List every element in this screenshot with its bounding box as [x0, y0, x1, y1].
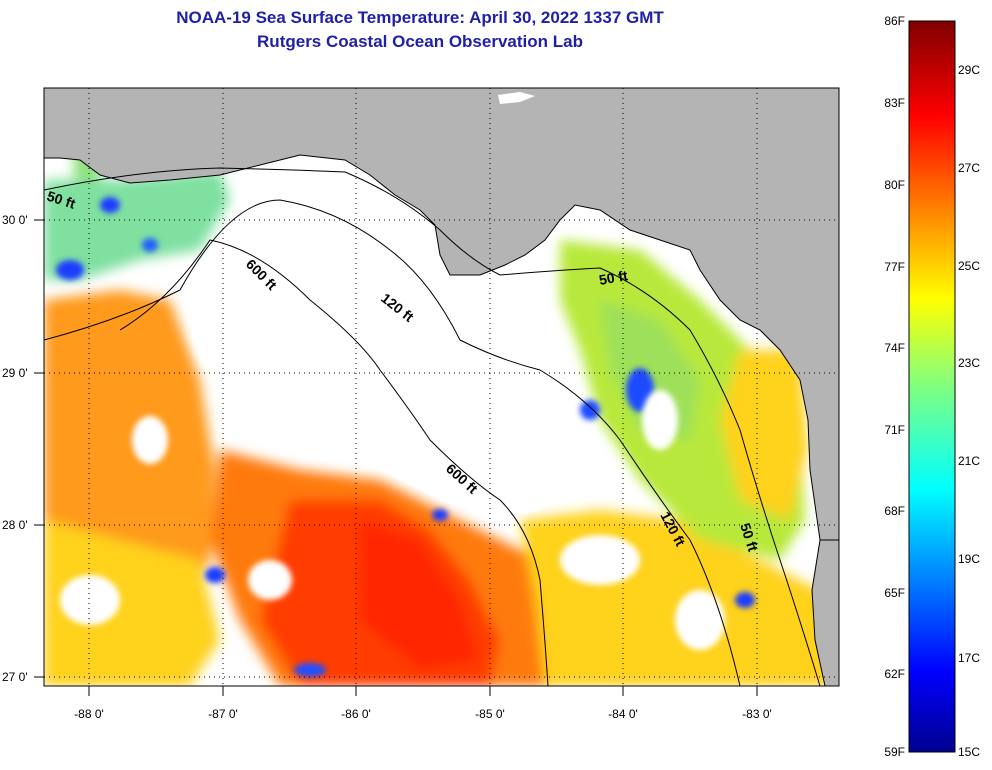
colorbar-c-label: 21C: [958, 454, 980, 468]
lat-tick-label: 27 0': [2, 670, 28, 684]
colorbar-f-label: 71F: [884, 423, 905, 437]
colorbar-c-label: 15C: [958, 745, 980, 759]
map-subtitle: Rutgers Coastal Ocean Observation Lab: [257, 32, 583, 51]
tick-marks: [34, 219, 758, 696]
lon-tick-label: -85 0': [475, 707, 505, 721]
colorbar-c-label: 27C: [958, 161, 980, 175]
lon-tick-label: -84 0': [608, 707, 638, 721]
colorbar-f-label: 62F: [884, 667, 905, 681]
lon-tick-label: -88 0': [74, 707, 104, 721]
colorbar-gradient: [908, 20, 956, 753]
colorbar-f-label: 59F: [884, 745, 905, 759]
lat-tick-label: 30 0': [2, 213, 28, 227]
sst-field: [44, 110, 839, 686]
colorbar-f-label: 83F: [884, 96, 905, 110]
colorbar-f-label: 68F: [884, 504, 905, 518]
colorbar-c-label: 19C: [958, 552, 980, 566]
colorbar-f-label: 86F: [884, 14, 905, 28]
colorbar-f-label: 65F: [884, 586, 905, 600]
lat-tick-label: 29 0': [2, 366, 28, 380]
land-mass-south: [811, 539, 839, 686]
land-mass: [44, 88, 839, 541]
colorbar-c-label: 17C: [958, 651, 980, 665]
clear-offshore: [205, 240, 560, 520]
lake: [498, 92, 535, 104]
lon-tick-label: -87 0': [208, 707, 238, 721]
map-title: NOAA-19 Sea Surface Temperature: April 3…: [176, 8, 664, 27]
contour-label: 50 ft: [598, 267, 629, 288]
colorbar-f-label: 80F: [884, 178, 905, 192]
colorbar-f-label: 74F: [884, 341, 905, 355]
colorbar-c-label: 23C: [958, 356, 980, 370]
colorbar-c-label: 29C: [958, 63, 980, 77]
bathymetry-contours: [44, 167, 821, 686]
lon-tick-label: -83 0': [742, 707, 772, 721]
lat-tick-label: 28 0': [2, 518, 28, 532]
land-mass-west: [44, 88, 80, 150]
colorbar-f-label: 77F: [884, 260, 905, 274]
colorbar-c-label: 25C: [958, 259, 980, 273]
lon-tick-label: -86 0': [341, 707, 371, 721]
map-frame: [43, 87, 840, 687]
